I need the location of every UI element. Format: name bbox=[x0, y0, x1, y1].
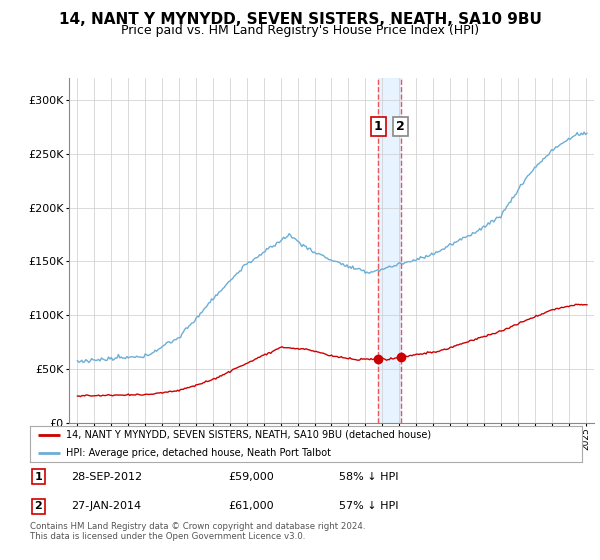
Text: Contains HM Land Registry data © Crown copyright and database right 2024.
This d: Contains HM Land Registry data © Crown c… bbox=[30, 522, 365, 542]
Text: 14, NANT Y MYNYDD, SEVEN SISTERS, NEATH, SA10 9BU: 14, NANT Y MYNYDD, SEVEN SISTERS, NEATH,… bbox=[59, 12, 541, 27]
Text: 1: 1 bbox=[374, 120, 382, 133]
Text: HPI: Average price, detached house, Neath Port Talbot: HPI: Average price, detached house, Neat… bbox=[66, 448, 331, 458]
Text: 57% ↓ HPI: 57% ↓ HPI bbox=[339, 501, 398, 511]
Text: 58% ↓ HPI: 58% ↓ HPI bbox=[339, 472, 398, 482]
Text: 2: 2 bbox=[34, 501, 42, 511]
Text: Price paid vs. HM Land Registry's House Price Index (HPI): Price paid vs. HM Land Registry's House … bbox=[121, 24, 479, 37]
Text: 2: 2 bbox=[396, 120, 405, 133]
Text: 14, NANT Y MYNYDD, SEVEN SISTERS, NEATH, SA10 9BU (detached house): 14, NANT Y MYNYDD, SEVEN SISTERS, NEATH,… bbox=[66, 430, 431, 440]
Text: 27-JAN-2014: 27-JAN-2014 bbox=[71, 501, 142, 511]
Text: £61,000: £61,000 bbox=[229, 501, 274, 511]
Bar bbox=[378, 78, 401, 423]
Text: 1: 1 bbox=[34, 472, 42, 482]
Text: £59,000: £59,000 bbox=[229, 472, 274, 482]
Text: 28-SEP-2012: 28-SEP-2012 bbox=[71, 472, 143, 482]
